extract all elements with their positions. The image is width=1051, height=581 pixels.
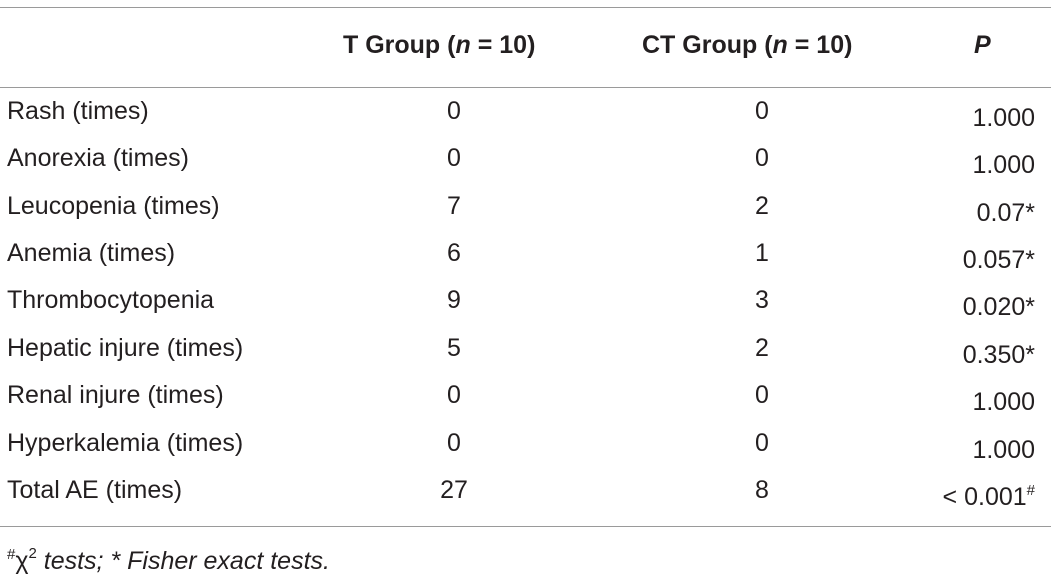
ct-group-value: 8 <box>755 476 769 504</box>
row-label: Anorexia (times) <box>7 144 189 172</box>
row-label: Hepatic injure (times) <box>7 334 244 362</box>
table-row: Thrombocytopenia 9 3 0.020* <box>0 277 1051 324</box>
ct-group-value: 2 <box>755 192 769 220</box>
ct-group-value: 3 <box>755 286 769 314</box>
t-group-value: 5 <box>447 334 461 362</box>
header-ct-group: CT Group (n = 10) <box>642 31 853 59</box>
t-group-value: 0 <box>447 381 461 409</box>
footnote-text: tests; * Fisher exact tests. <box>36 547 330 575</box>
table-row: Anemia (times) 6 1 0.057* <box>0 230 1051 277</box>
row-label: Hyperkalemia (times) <box>7 429 244 457</box>
p-value: 1.000 <box>972 151 1035 179</box>
t-group-value: 0 <box>447 97 461 125</box>
table-row: Leucopenia (times) 7 2 0.07* <box>0 183 1051 230</box>
row-label: Thrombocytopenia <box>7 286 215 314</box>
ct-group-value: 0 <box>755 429 769 457</box>
table-header-rule <box>0 87 1051 88</box>
p-value: 0.07* <box>976 199 1035 227</box>
p-value: 1.000 <box>972 388 1035 416</box>
table-top-rule <box>0 7 1051 8</box>
table-row: Rash (times) 0 0 1.000 <box>0 88 1051 135</box>
t-group-value: 7 <box>447 192 461 220</box>
t-group-value: 0 <box>447 144 461 172</box>
footnote-hash: # <box>7 546 16 563</box>
header-t-group: T Group (n = 10) <box>343 31 536 59</box>
table-row: Hyperkalemia (times) 0 0 1.000 <box>0 420 1051 467</box>
table-row: Total AE (times) 27 8 < 0.001# <box>0 467 1051 514</box>
t-group-value: 6 <box>447 239 461 267</box>
t-group-value: 0 <box>447 429 461 457</box>
ct-group-value: 2 <box>755 334 769 362</box>
p-value: 0.350* <box>962 341 1035 369</box>
table-footnote: #χ2 tests; * Fisher exact tests. <box>7 534 330 575</box>
p-value: 1.000 <box>972 436 1035 464</box>
row-label: Leucopenia (times) <box>7 192 220 220</box>
p-value: < 0.001# <box>942 482 1035 511</box>
table-row: Hepatic injure (times) 5 2 0.350* <box>0 325 1051 372</box>
table-row: Renal injure (times) 0 0 1.000 <box>0 372 1051 419</box>
row-label: Renal injure (times) <box>7 381 224 409</box>
p-value: 0.057* <box>962 246 1035 274</box>
footnote-chi: χ2 <box>15 545 37 575</box>
table-bottom-rule <box>0 526 1051 527</box>
ct-group-value: 1 <box>755 239 769 267</box>
table-row: Anorexia (times) 0 0 1.000 <box>0 135 1051 182</box>
row-label: Total AE (times) <box>7 476 183 504</box>
row-label: Rash (times) <box>7 97 149 125</box>
t-group-value: 27 <box>440 476 468 504</box>
t-group-value: 9 <box>447 286 461 314</box>
header-p-value: P <box>974 31 991 59</box>
p-value: 1.000 <box>972 104 1035 132</box>
ct-group-value: 0 <box>755 144 769 172</box>
row-label: Anemia (times) <box>7 239 176 267</box>
ct-group-value: 0 <box>755 381 769 409</box>
ct-group-value: 0 <box>755 97 769 125</box>
p-value: 0.020* <box>962 293 1035 321</box>
